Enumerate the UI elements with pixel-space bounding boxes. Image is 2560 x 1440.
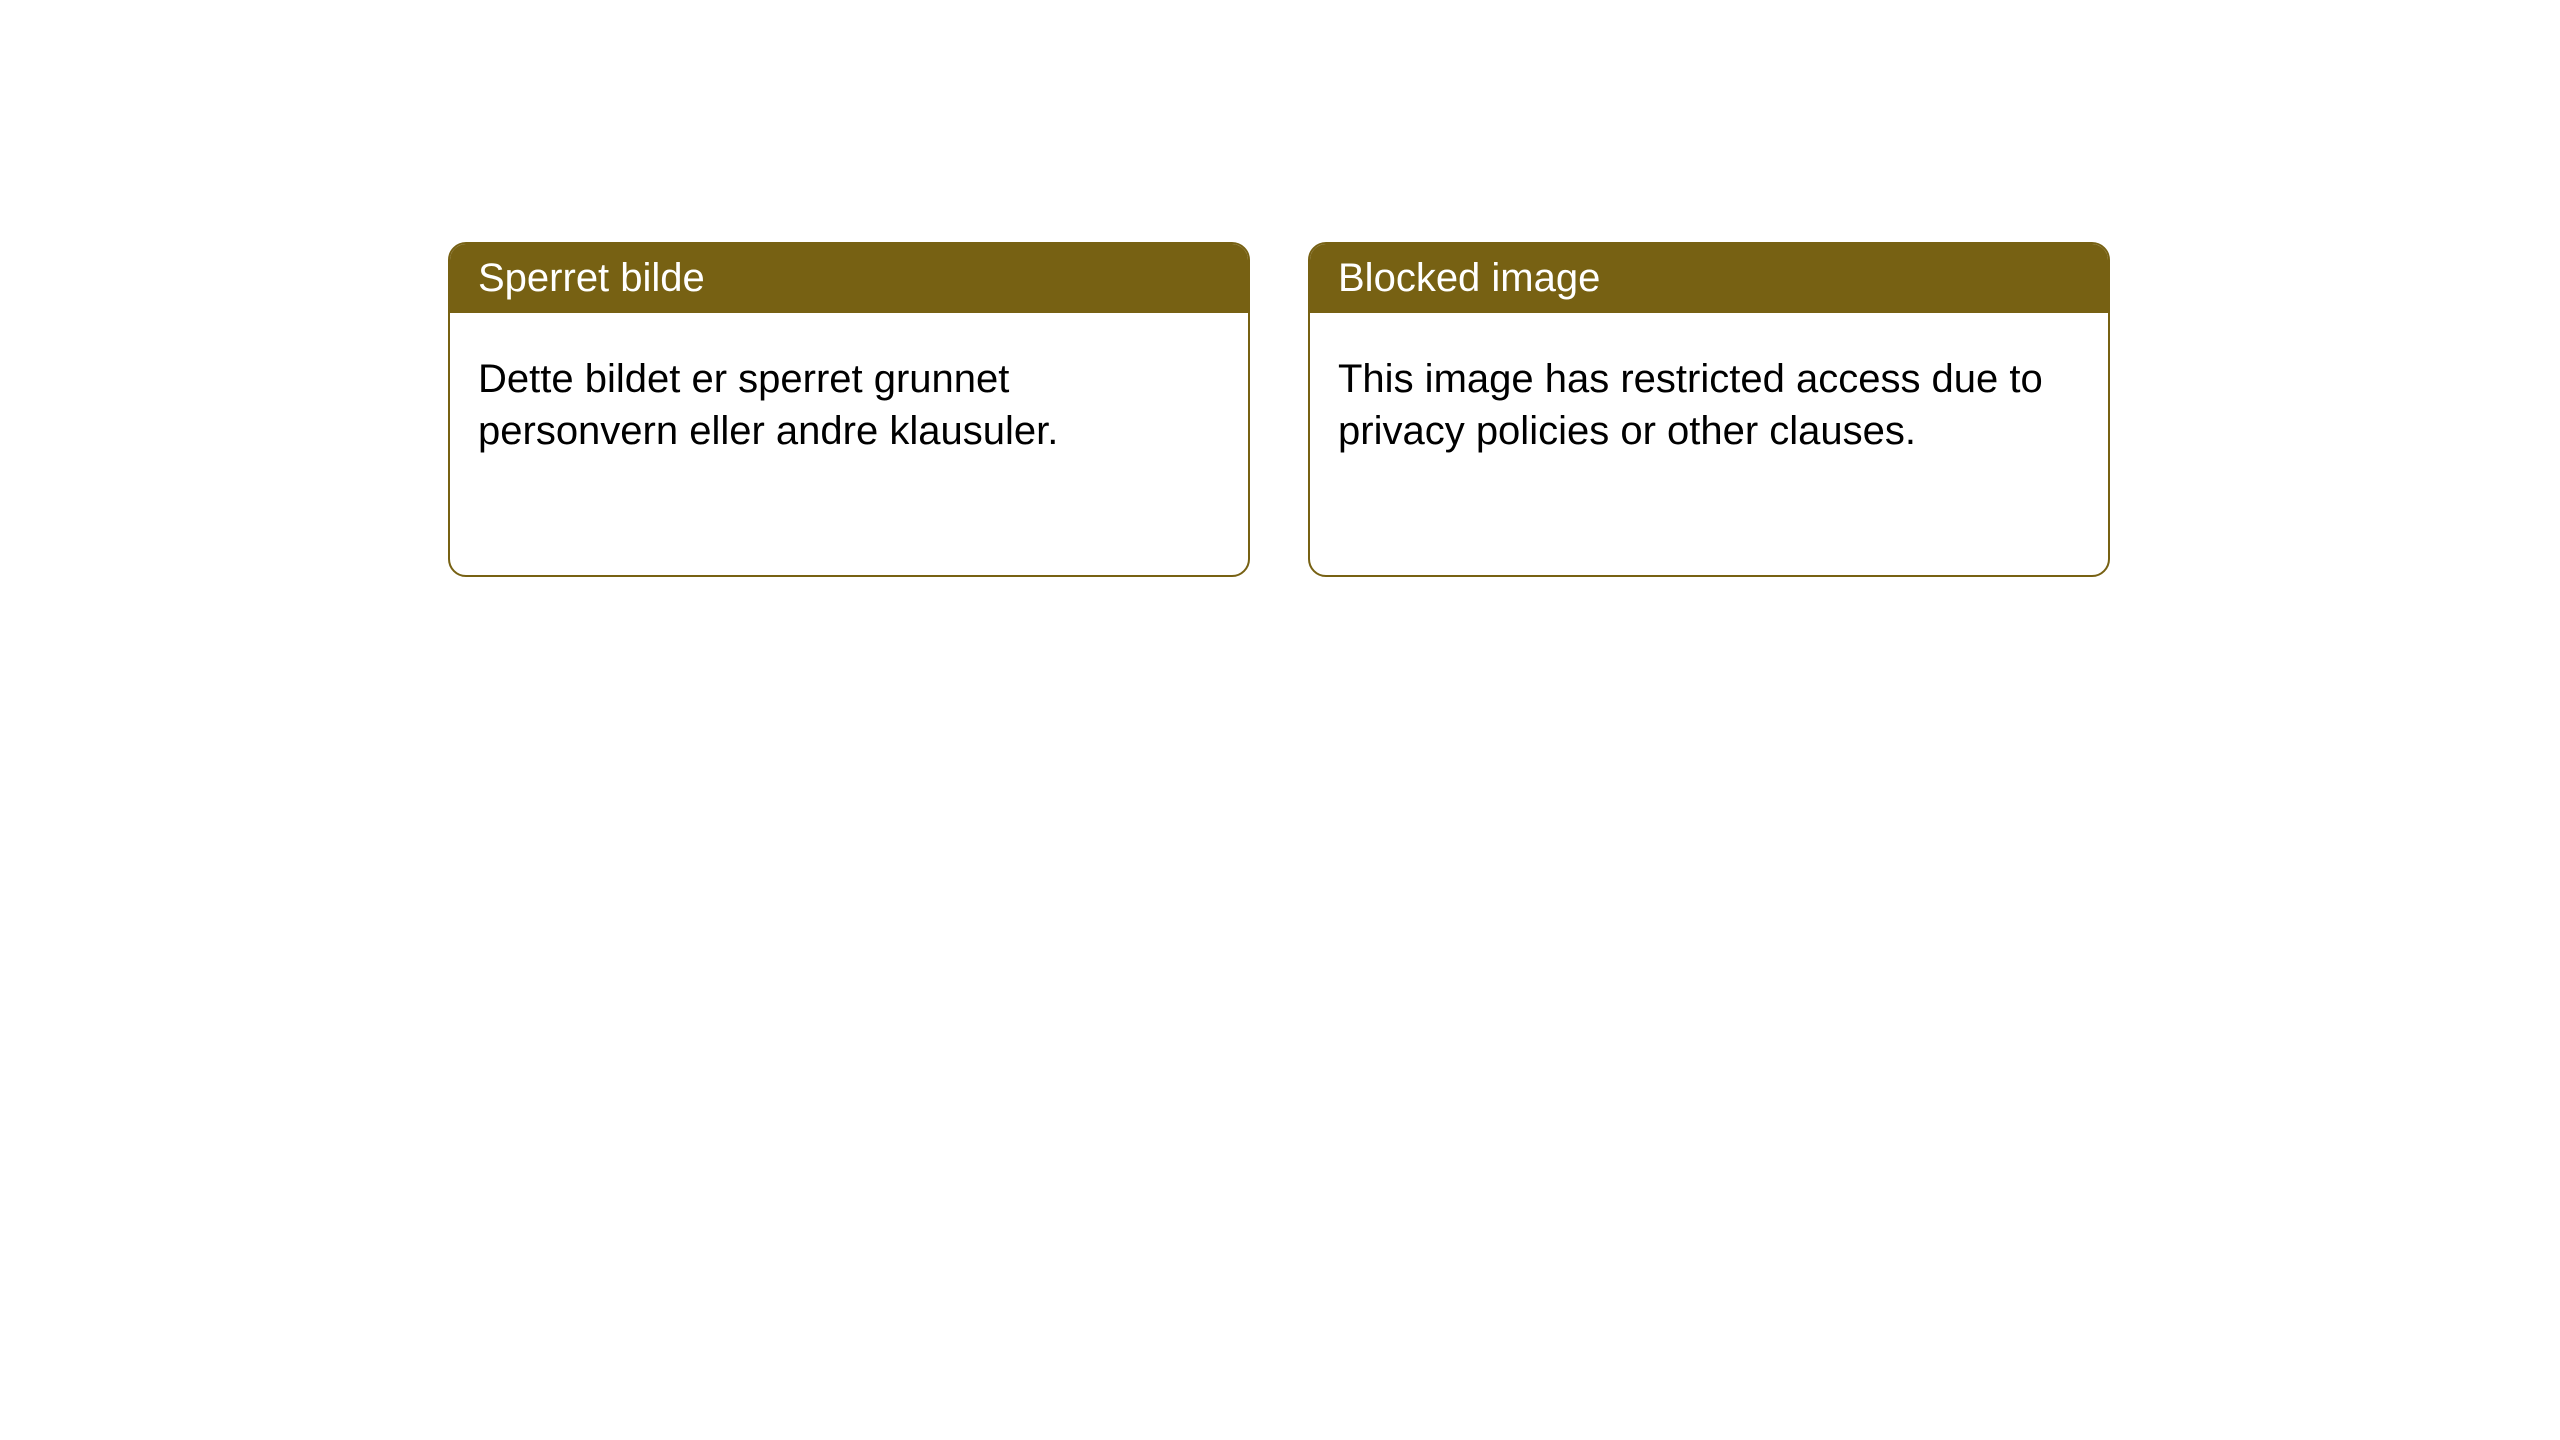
card-body-en: This image has restricted access due to …: [1310, 313, 2108, 497]
blocked-image-card-no: Sperret bilde Dette bildet er sperret gr…: [448, 242, 1250, 577]
notice-container: Sperret bilde Dette bildet er sperret gr…: [0, 0, 2560, 577]
card-message-en: This image has restricted access due to …: [1338, 357, 2043, 453]
card-header-no: Sperret bilde: [450, 244, 1248, 313]
blocked-image-card-en: Blocked image This image has restricted …: [1308, 242, 2110, 577]
card-message-no: Dette bildet er sperret grunnet personve…: [478, 357, 1058, 453]
card-title-en: Blocked image: [1338, 256, 1600, 300]
card-title-no: Sperret bilde: [478, 256, 705, 300]
card-header-en: Blocked image: [1310, 244, 2108, 313]
card-body-no: Dette bildet er sperret grunnet personve…: [450, 313, 1248, 497]
